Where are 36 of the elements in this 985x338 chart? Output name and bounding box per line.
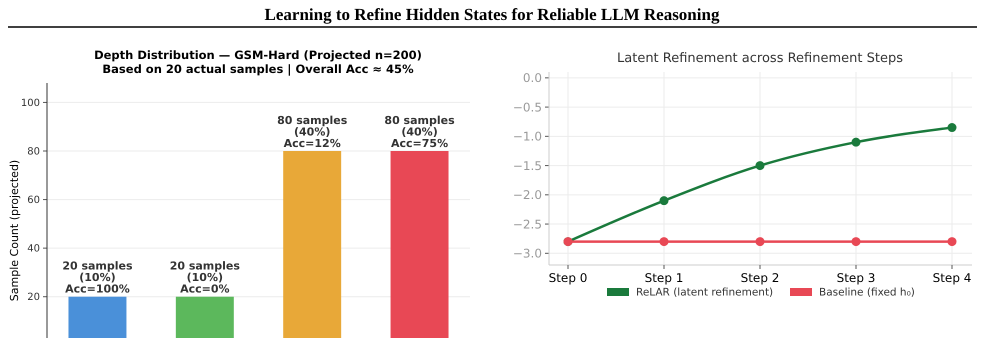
point — [660, 196, 668, 206]
x-tick-label: Step 1 — [644, 271, 684, 285]
point — [756, 237, 764, 246]
y-tick-label: 60 — [27, 195, 40, 206]
y-tick-label: 0.0 — [522, 71, 542, 86]
data-label: 20 samples (10%) Acc=100% — [62, 260, 134, 296]
y-tick-label: −3.0 — [512, 246, 542, 261]
y-axis-title: Sample Count (projected) — [8, 160, 21, 302]
y-tick-label: 80 — [27, 146, 40, 158]
text: Learning to Refine Hidden States for Reliable LLM Reasoning — [264, 5, 720, 24]
data-label: 80 samples (40%) Acc=75% — [384, 114, 456, 150]
point — [660, 237, 668, 246]
point — [756, 161, 764, 170]
y-tick-label: 20 — [27, 292, 40, 304]
point — [948, 237, 956, 246]
point — [852, 138, 860, 147]
y-tick-label: −0.5 — [512, 100, 542, 114]
x-tick-label: Step 0 — [548, 271, 588, 285]
y-tick-label: 40 — [27, 244, 40, 255]
chart-title: Latent Refinement across Refinement Steps — [617, 51, 904, 66]
y-tick-label: −2.0 — [512, 188, 542, 202]
x-tick-label: Step 2 — [740, 271, 780, 285]
y-tick-label: −2.5 — [512, 217, 542, 232]
legend-label: Baseline (fixed h₀) — [819, 286, 915, 299]
y-tick-label: −1.5 — [512, 158, 542, 173]
chart-subtitle: Based on 20 actual samples | Overall Acc ≈ 45% — [102, 62, 414, 76]
y-tick-label: −1.0 — [512, 130, 542, 144]
data-label: 80 samples (40%) Acc=12% — [277, 114, 348, 150]
y-tick-label: 100 — [20, 98, 40, 109]
legend-label: ReLAR (latent refinement) — [636, 286, 774, 299]
x-tick-label: Step 3 — [836, 271, 876, 285]
x-tick-label: Step 4 — [932, 271, 972, 285]
chart-title: Depth Distribution — GSM-Hard (Projected n=200) — [94, 48, 422, 62]
point — [948, 123, 956, 132]
data-label: 20 samples (10%) Acc=0% — [170, 260, 240, 296]
point — [852, 237, 860, 246]
